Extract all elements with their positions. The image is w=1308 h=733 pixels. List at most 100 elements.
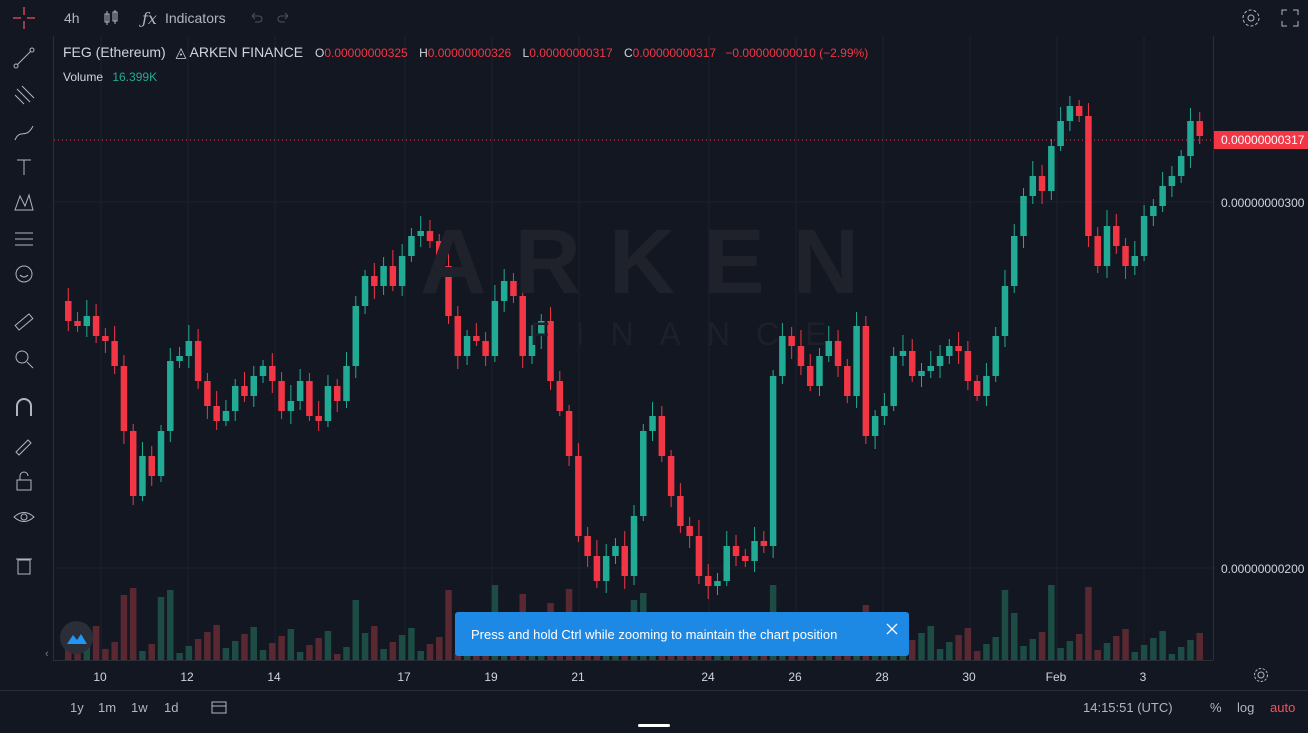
crosshair-icon[interactable] (10, 0, 38, 36)
low-label: L (522, 46, 530, 60)
brush-icon[interactable] (10, 118, 38, 146)
candle-body (1094, 236, 1101, 266)
volume-bar (204, 632, 211, 660)
volume-bar (1038, 632, 1046, 660)
fullscreen-icon[interactable] (1280, 0, 1300, 36)
candle-style-icon[interactable] (102, 0, 120, 36)
volume-bar (65, 647, 72, 660)
zoom-in-icon[interactable] (10, 345, 38, 373)
candle-body (788, 336, 795, 346)
candle-body (129, 431, 137, 496)
volume-bar (1075, 634, 1083, 660)
interval-button[interactable]: 4h (64, 10, 80, 26)
volume-bar (324, 631, 332, 660)
candle-body (677, 496, 684, 526)
volume-bar (296, 652, 304, 660)
candle-body (111, 341, 118, 366)
candle-body (1131, 256, 1139, 266)
volume-bar (445, 590, 452, 660)
candle-body (640, 431, 647, 516)
time-tick: Feb (1045, 670, 1067, 684)
candle-body (278, 381, 285, 411)
candle-body (510, 281, 517, 296)
pattern-icon[interactable] (10, 189, 38, 217)
undo-icon[interactable] (248, 0, 264, 36)
close-value: 0.00000000317 (632, 46, 717, 60)
candle-body (1168, 176, 1176, 186)
candle-body (964, 351, 972, 381)
candle-body (74, 321, 81, 326)
magnet-icon[interactable] (10, 394, 38, 422)
candle-body (482, 341, 489, 356)
range-1w-button[interactable]: 1w (131, 700, 148, 715)
candle-body (547, 321, 554, 381)
percent-scale-toggle[interactable]: % (1210, 700, 1222, 715)
text-tool-icon[interactable] (10, 153, 38, 181)
volume-bar (380, 649, 387, 660)
pitchfork-icon[interactable] (10, 81, 38, 109)
candle-body (343, 366, 350, 401)
candle-body (222, 411, 230, 421)
indicators-button[interactable]: ƒx Indicators (142, 0, 226, 36)
candle-body (538, 321, 545, 336)
volume-bar (398, 635, 406, 660)
candle-body (500, 281, 508, 301)
candle-body (528, 336, 536, 356)
top-toolbar: 4h ƒx Indicators (0, 0, 1308, 36)
volume-bar (973, 651, 981, 660)
tradingview-logo-icon[interactable] (60, 621, 93, 654)
candle-body (732, 546, 740, 556)
candle-body (1075, 106, 1083, 116)
settings-gear-icon[interactable] (1240, 0, 1262, 36)
volume-bar (1001, 590, 1009, 660)
candle-body (213, 406, 220, 421)
candle-body (92, 316, 100, 336)
volume-bar (908, 640, 916, 660)
candle-body (714, 581, 721, 586)
time-axis[interactable] (53, 660, 1213, 690)
ruler-icon[interactable] (10, 308, 38, 336)
volume-bar (612, 654, 619, 660)
candle-body (825, 341, 833, 356)
candle-body (946, 346, 953, 356)
range-1d-button[interactable]: 1d (164, 700, 179, 715)
range-1m-button[interactable]: 1m (98, 700, 117, 715)
candle-body (315, 416, 322, 421)
auto-scale-toggle[interactable]: auto (1270, 700, 1296, 715)
close-icon[interactable] (885, 622, 899, 636)
prediction-icon[interactable] (10, 225, 38, 253)
candle-body (1150, 206, 1157, 216)
volume-bar (278, 636, 285, 660)
volume-bar (194, 639, 202, 660)
price-axis[interactable] (1213, 36, 1308, 660)
candle-body (65, 301, 72, 321)
range-1y-button[interactable]: 1y (70, 700, 84, 715)
volume-bar (269, 643, 276, 660)
candle-body (380, 266, 387, 286)
log-scale-toggle[interactable]: log (1237, 700, 1255, 715)
emoji-icon[interactable] (10, 260, 38, 288)
candle-body (695, 536, 703, 576)
volume-bar (139, 651, 146, 660)
trend-line-icon[interactable] (10, 44, 38, 72)
candle-body (881, 406, 888, 416)
axis-settings-gear-icon[interactable] (1252, 666, 1270, 689)
trash-icon[interactable] (10, 551, 38, 579)
candle-body (306, 381, 313, 416)
candle-body (983, 376, 990, 396)
volume-bar (120, 595, 128, 660)
drawing-toolbar (0, 36, 48, 660)
unlock-icon[interactable] (10, 467, 38, 495)
volume-bar (241, 634, 248, 660)
candle-body (973, 381, 981, 396)
eye-icon[interactable] (10, 503, 38, 531)
utc-clock[interactable]: 14:15:51 (UTC) (1083, 700, 1173, 715)
redo-icon[interactable] (276, 0, 292, 36)
symbol-name[interactable]: FEG (Ethereum) (63, 44, 166, 60)
candle-body (769, 376, 777, 546)
date-range-icon[interactable] (210, 698, 228, 721)
lock-drawing-icon[interactable] (10, 430, 38, 458)
scroll-left-icon[interactable]: ‹ (45, 648, 49, 660)
time-tick: 14 (267, 670, 281, 684)
volume-bar (435, 637, 443, 660)
